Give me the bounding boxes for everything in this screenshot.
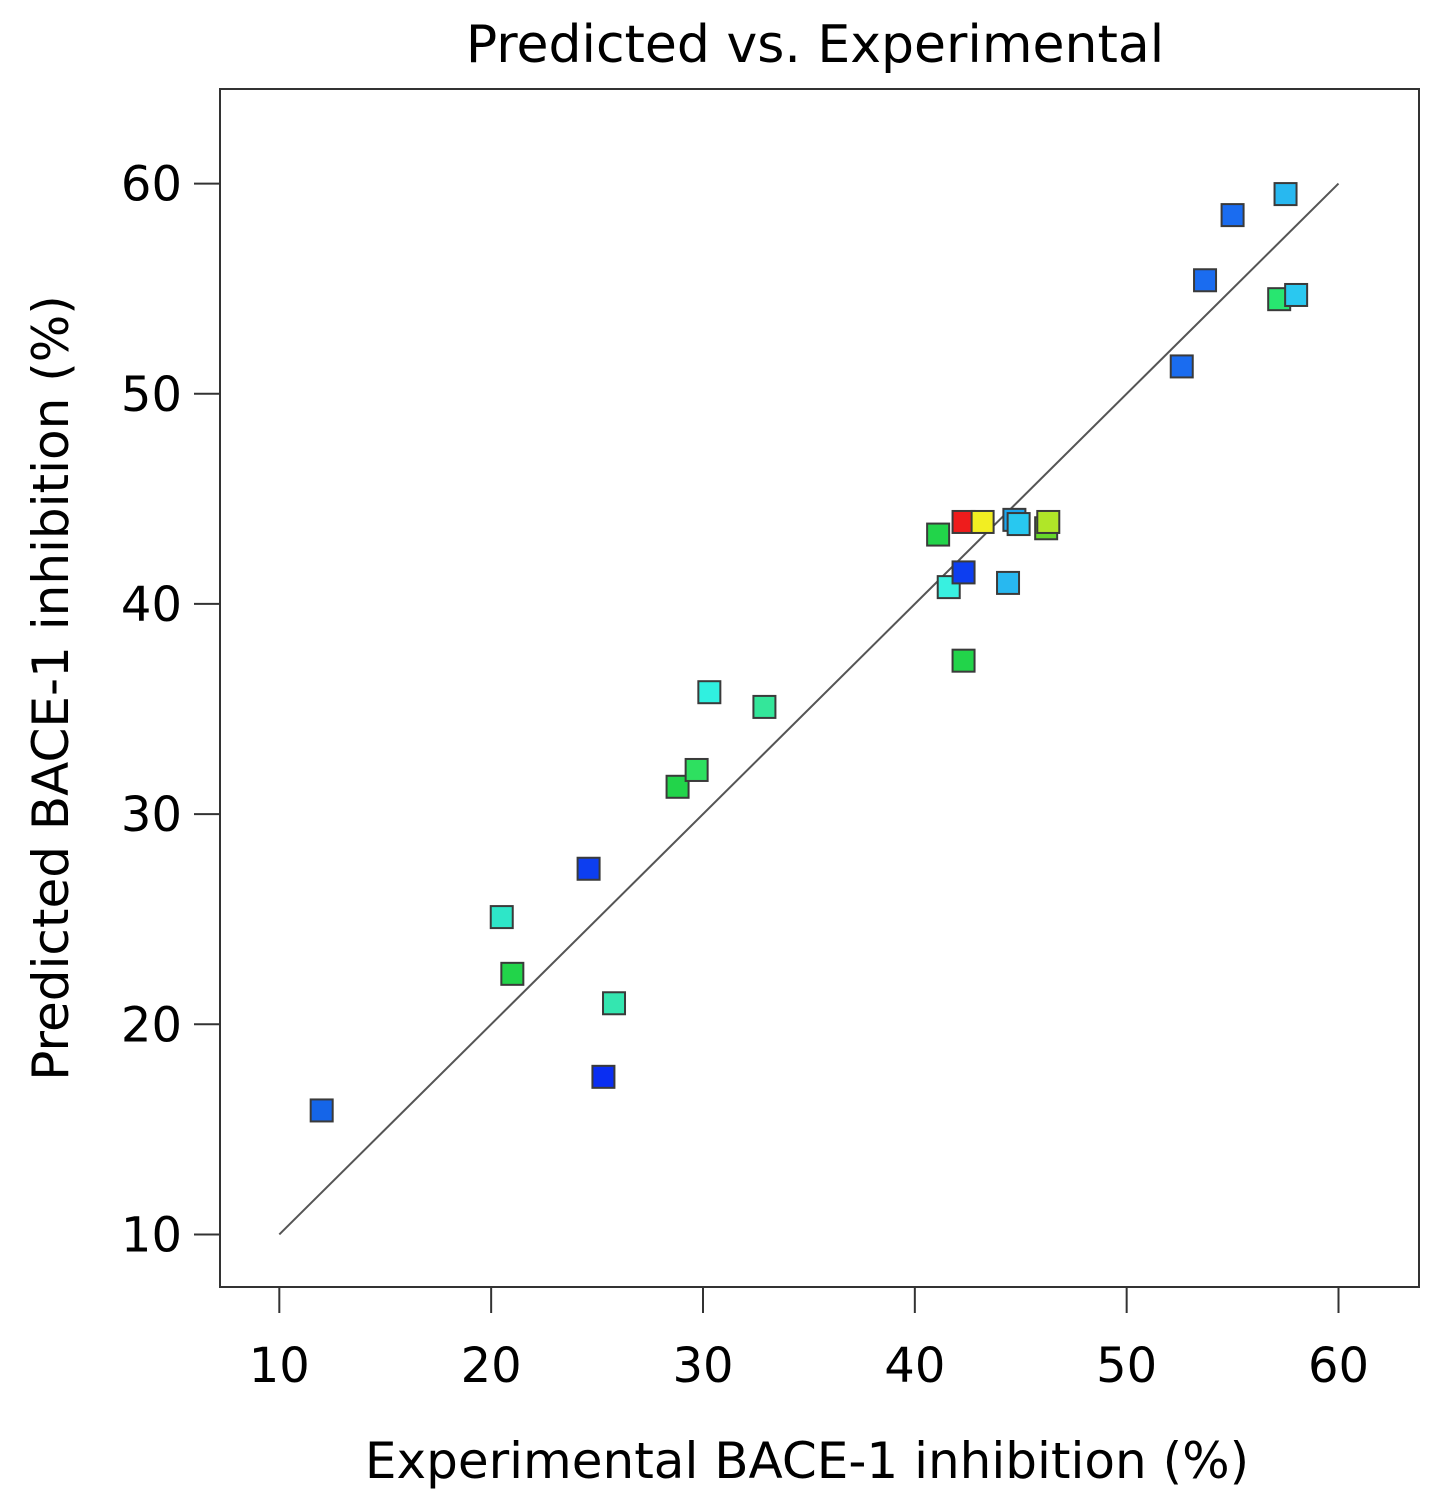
data-point — [684, 757, 709, 782]
data-point — [602, 991, 627, 1016]
data-point — [752, 694, 777, 719]
x-tick-label: 20 — [461, 1338, 522, 1394]
data-points — [309, 182, 1309, 1123]
data-point — [309, 1098, 334, 1123]
data-point — [1169, 354, 1194, 379]
data-point — [1036, 509, 1061, 534]
y-tick-label: 20 — [121, 997, 182, 1053]
y-tick-label: 40 — [121, 577, 182, 633]
reference-line — [278, 182, 1340, 1236]
data-point — [489, 905, 514, 930]
data-point — [576, 856, 601, 881]
data-point — [665, 774, 690, 799]
data-point — [1284, 282, 1309, 307]
x-tick-label: 50 — [1096, 1338, 1157, 1394]
data-point — [970, 509, 995, 534]
reference-line-group — [278, 182, 1340, 1236]
data-point — [1220, 203, 1245, 228]
y-axis-label: Predicted BACE-1 inhibition (%) — [22, 295, 80, 1080]
y-tick-label: 50 — [121, 367, 182, 423]
data-point — [951, 560, 976, 585]
y-tick-label: 30 — [121, 787, 182, 843]
data-point — [1006, 512, 1031, 537]
data-point — [1193, 268, 1218, 293]
data-point — [500, 961, 525, 986]
plot-frame — [219, 88, 1420, 1288]
data-point — [1273, 182, 1298, 207]
chart-title: Predicted vs. Experimental — [466, 15, 1164, 75]
x-tick-label: 30 — [672, 1338, 733, 1394]
data-point — [926, 522, 951, 547]
y-tick-label: 10 — [121, 1207, 182, 1263]
y-tick-label: 60 — [121, 157, 182, 213]
data-point — [996, 570, 1021, 595]
axis-ticks: 10 20 30 40 50 60 10 20 30 40 50 60 — [121, 157, 1369, 1394]
x-tick-label: 10 — [249, 1338, 310, 1394]
data-point — [951, 648, 976, 673]
x-tick-label: 40 — [884, 1338, 945, 1394]
data-point — [697, 680, 722, 705]
x-tick-label: 60 — [1308, 1338, 1369, 1394]
x-axis-label: Experimental BACE-1 inhibition (%) — [365, 1432, 1249, 1490]
data-point — [591, 1064, 616, 1089]
